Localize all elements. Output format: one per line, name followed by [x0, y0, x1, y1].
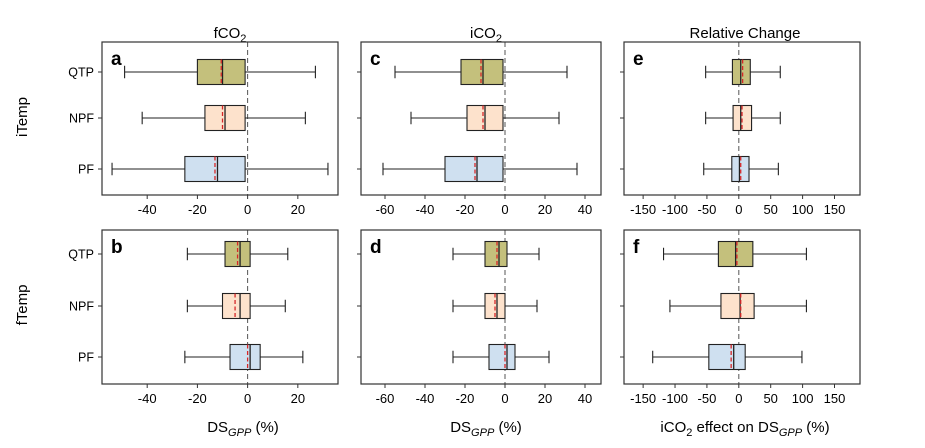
row-title-ftemp: fTemp: [14, 285, 31, 326]
x-tick-label: -40: [138, 391, 157, 406]
x-tick-label: -20: [188, 391, 207, 406]
box-qtp: [186, 240, 289, 268]
x-tick-label: 150: [824, 391, 846, 406]
iqr-box: [229, 343, 261, 371]
panel-letter: c: [370, 49, 381, 70]
x-tick-label: -150: [630, 202, 656, 217]
x-tick-label: -100: [662, 202, 688, 217]
box-npf: [141, 104, 306, 132]
panel-frame: [360, 229, 602, 385]
iqr-box: [221, 292, 251, 320]
x-tick-label: 40: [578, 391, 592, 406]
x-tick-label: 20: [291, 391, 305, 406]
box-pf: [382, 155, 578, 183]
panel-letter: a: [111, 49, 122, 70]
box-qtp: [394, 58, 568, 86]
x-tick-label: -100: [662, 391, 688, 406]
x-tick-label: 50: [763, 202, 777, 217]
box-pf: [703, 155, 779, 183]
x-tick-label: -20: [456, 391, 475, 406]
box-pf: [652, 343, 803, 371]
x-tick-label: 100: [792, 391, 814, 406]
box-qtp: [662, 240, 807, 268]
x-tick-label: -20: [456, 202, 475, 217]
x-tick-label: 20: [538, 202, 552, 217]
x-tick-label: 40: [578, 202, 592, 217]
panel-letter: d: [370, 237, 382, 258]
x-tick-label: 50: [763, 391, 777, 406]
box-pf: [452, 343, 550, 371]
box-npf: [186, 292, 286, 320]
x-tick-label: -50: [698, 202, 717, 217]
x-tick-label: 0: [735, 391, 742, 406]
iqr-box: [484, 240, 508, 268]
x-tick-label: 0: [501, 391, 508, 406]
box-pf: [184, 343, 304, 371]
panel-letter: b: [111, 237, 123, 258]
category-label-npf: NPF: [69, 112, 94, 126]
col-title-relative-change: Relative Change: [690, 25, 801, 42]
x-tick-label: -20: [188, 202, 207, 217]
x-tick-label: 0: [244, 391, 251, 406]
x-tick-label: -40: [416, 391, 435, 406]
box-qtp: [124, 58, 316, 86]
iqr-box: [460, 58, 504, 86]
x-tick-label: -40: [416, 202, 435, 217]
box-npf: [705, 104, 781, 132]
panel-letter: f: [633, 237, 640, 258]
panel-f: f -150 -100 -50 0 50 100 150: [620, 229, 861, 406]
iqr-box: [444, 155, 504, 183]
category-label-pf: PF: [78, 163, 94, 177]
x-tick-label: -50: [698, 391, 717, 406]
box-npf: [452, 292, 538, 320]
x-tick-label: 0: [501, 202, 508, 217]
x-tick-label: -150: [630, 391, 656, 406]
box-qtp: [452, 240, 540, 268]
x-tick-label: -60: [376, 202, 395, 217]
iqr-box: [488, 343, 516, 371]
panel-frame: [623, 229, 861, 385]
x-tick-label: 0: [735, 202, 742, 217]
col-title-fco2: fCO2: [214, 25, 247, 45]
category-label-qtp: QTP: [68, 66, 94, 80]
x-axis-label-col1: DSGPP (%): [207, 419, 279, 439]
col-title-ico2: iCO2: [470, 25, 502, 45]
iqr-box: [708, 343, 746, 371]
box-npf: [410, 104, 560, 132]
x-tick-label: -40: [138, 202, 157, 217]
x-tick-label: 20: [538, 391, 552, 406]
box-qtp: [705, 58, 781, 86]
x-axis-label-col2: DSGPP (%): [450, 419, 522, 439]
panel-c: c -60 -40 -20 0 20 40: [357, 41, 602, 217]
box-npf: [669, 292, 807, 320]
panel-a: a -40 -20 0 20 QTP NPF PF: [68, 41, 339, 217]
category-label-npf: NPF: [69, 300, 94, 314]
x-tick-label: 0: [244, 202, 251, 217]
panel-frame: [101, 229, 339, 385]
row-title-itemp: iTemp: [14, 97, 31, 137]
box-pf: [111, 155, 329, 183]
x-axis-label-col3: iCO2 effect on DSGPP (%): [660, 419, 829, 439]
panel-e: e -150 -100 -50 0 50 100 150: [620, 41, 861, 217]
x-tick-label: -60: [376, 391, 395, 406]
category-label-pf: PF: [78, 351, 94, 365]
x-tick-label: 150: [824, 202, 846, 217]
category-label-qtp: QTP: [68, 248, 94, 262]
x-tick-label: 20: [291, 202, 305, 217]
panel-d: d -60 -40 -20 0 20 40: [357, 229, 602, 406]
panel-letter: e: [633, 49, 644, 70]
x-tick-label: 100: [792, 202, 814, 217]
panel-b: b -40 -20 0 20 QTP NPF PF: [68, 229, 339, 406]
iqr-box: [720, 292, 755, 320]
